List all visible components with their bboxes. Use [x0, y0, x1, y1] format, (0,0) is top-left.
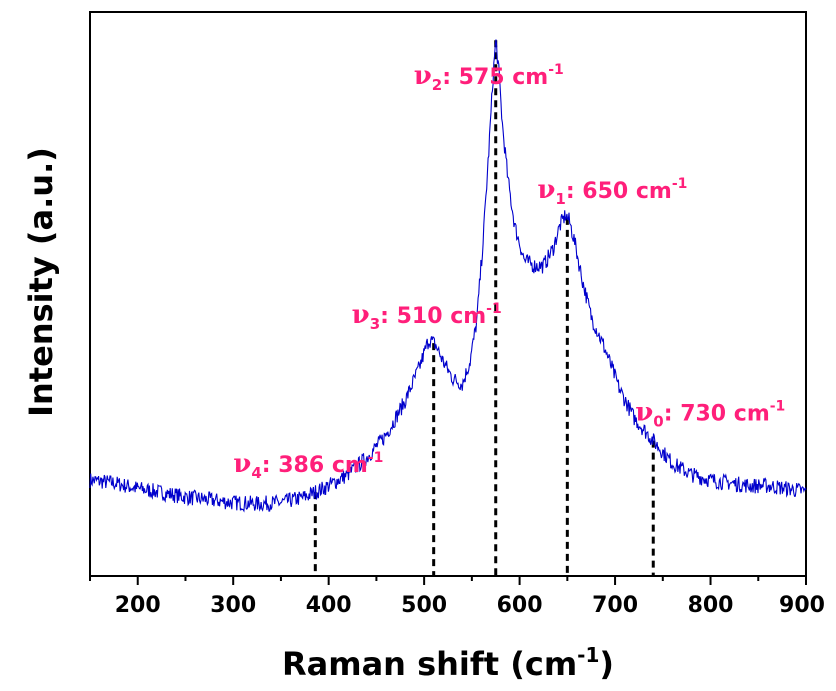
x-axis-title-close: )	[599, 645, 614, 683]
x-axis-title-sup: -1	[577, 643, 599, 667]
peak-label-text: : 510 cm	[380, 304, 486, 329]
peak-annotation: ν3: 510 cm-1	[352, 300, 502, 333]
peak-superscript: -1	[770, 399, 786, 415]
x-tick-label: 600	[497, 593, 543, 618]
raman-spectrum-line	[89, 39, 807, 513]
x-tick-label: 400	[306, 593, 352, 618]
x-tick-label: 800	[688, 593, 734, 618]
peak-annotation: ν0: 730 cm-1	[635, 398, 785, 431]
peak-markers	[313, 40, 655, 576]
peak-subscript: 4	[251, 464, 261, 482]
x-tick-label: 200	[115, 593, 161, 618]
peak-annotation: ν2: 575 cm-1	[414, 61, 564, 94]
peak-symbol: ν	[537, 175, 555, 205]
plot-border	[89, 11, 807, 577]
peak-superscript: -1	[672, 176, 688, 192]
peak-symbol: ν	[233, 449, 251, 479]
peak-symbol: ν	[635, 398, 653, 428]
peak-subscript: 3	[370, 315, 380, 333]
x-axis-ticks: 200 300 400 500 600 700 800 900	[89, 576, 825, 618]
peak-label-text: : 575 cm	[442, 65, 548, 90]
peak-label-text: : 730 cm	[664, 402, 770, 427]
x-tick-label: 500	[401, 593, 447, 618]
peak-subscript: 0	[653, 413, 663, 431]
peak-label-text: : 386 cm	[262, 453, 368, 478]
peak-label-text: : 650 cm	[566, 179, 672, 204]
series-layer	[89, 39, 807, 513]
peak-superscript: -1	[486, 301, 502, 317]
y-axis-title: Intensity (a.u.)	[22, 147, 60, 417]
peak-subscript: 2	[432, 76, 442, 94]
peak-symbol: ν	[414, 61, 432, 91]
x-axis-title-main: Raman shift (cm	[282, 645, 577, 683]
peak-symbol: ν	[352, 300, 370, 330]
plot-frame	[89, 11, 807, 577]
peak-subscript: 1	[555, 190, 565, 208]
peak-superscript: -1	[548, 62, 564, 78]
x-axis-title: Raman shift (cm-1)	[282, 643, 614, 683]
peak-superscript: -1	[368, 450, 384, 466]
x-tick-label: 900	[779, 593, 825, 618]
peak-annotation: ν4: 386 cm-1	[233, 449, 383, 482]
x-tick-label: 300	[210, 593, 256, 618]
x-tick-label: 700	[592, 593, 638, 618]
peak-annotation: ν1: 650 cm-1	[537, 175, 687, 208]
peak-annotations: ν4: 386 cm-1ν3: 510 cm-1ν2: 575 cm-1ν1: …	[233, 61, 785, 482]
